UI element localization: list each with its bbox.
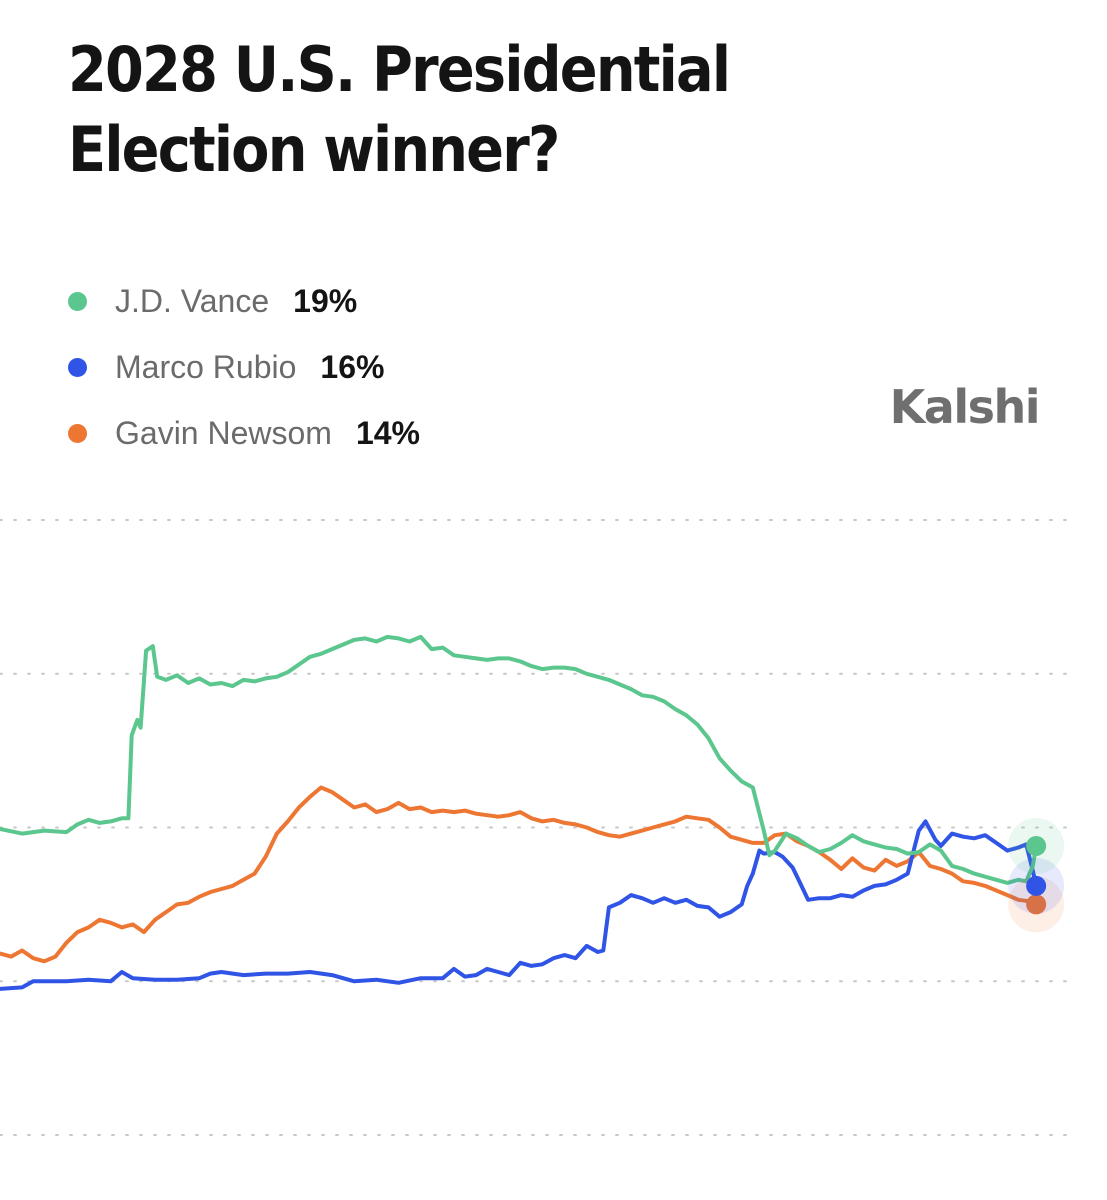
endpoint-dot (1026, 835, 1047, 856)
kalshi-logo: Kalshi (889, 380, 1041, 434)
legend-percentage: 16% (320, 348, 385, 385)
legend-percentage: 19% (293, 282, 358, 319)
legend-name: Marco Rubio (115, 348, 297, 385)
page-title: 2028 U.S. Presidential Election winner? (68, 33, 731, 186)
series-line-gavin-newsom (0, 785, 1039, 964)
chart-grid (0, 519, 1071, 1136)
legend-dot-icon (68, 291, 87, 311)
legend-item-rubio: Marco Rubio 16% (64, 334, 420, 400)
endpoint-dot (1026, 875, 1047, 896)
chart-legend: J.D. Vance 19% Marco Rubio 16% Gavin New… (64, 268, 420, 466)
series-line-marco-rubio (0, 819, 1039, 991)
legend-dot-icon (68, 423, 87, 443)
legend-dot-icon (68, 357, 87, 377)
legend-item-newsom: Gavin Newsom 14% (64, 400, 420, 466)
chart-series (0, 634, 1039, 991)
line-chart (0, 519, 1071, 1136)
series-line-j-d-vance (0, 634, 1039, 885)
legend-percentage: 14% (355, 414, 420, 451)
legend-name: J.D. Vance (115, 282, 270, 319)
chart-endpoints (1008, 817, 1065, 933)
legend-name: Gavin Newsom (115, 414, 332, 451)
legend-item-vance: J.D. Vance 19% (64, 268, 420, 334)
endpoint-dot (1026, 894, 1047, 915)
